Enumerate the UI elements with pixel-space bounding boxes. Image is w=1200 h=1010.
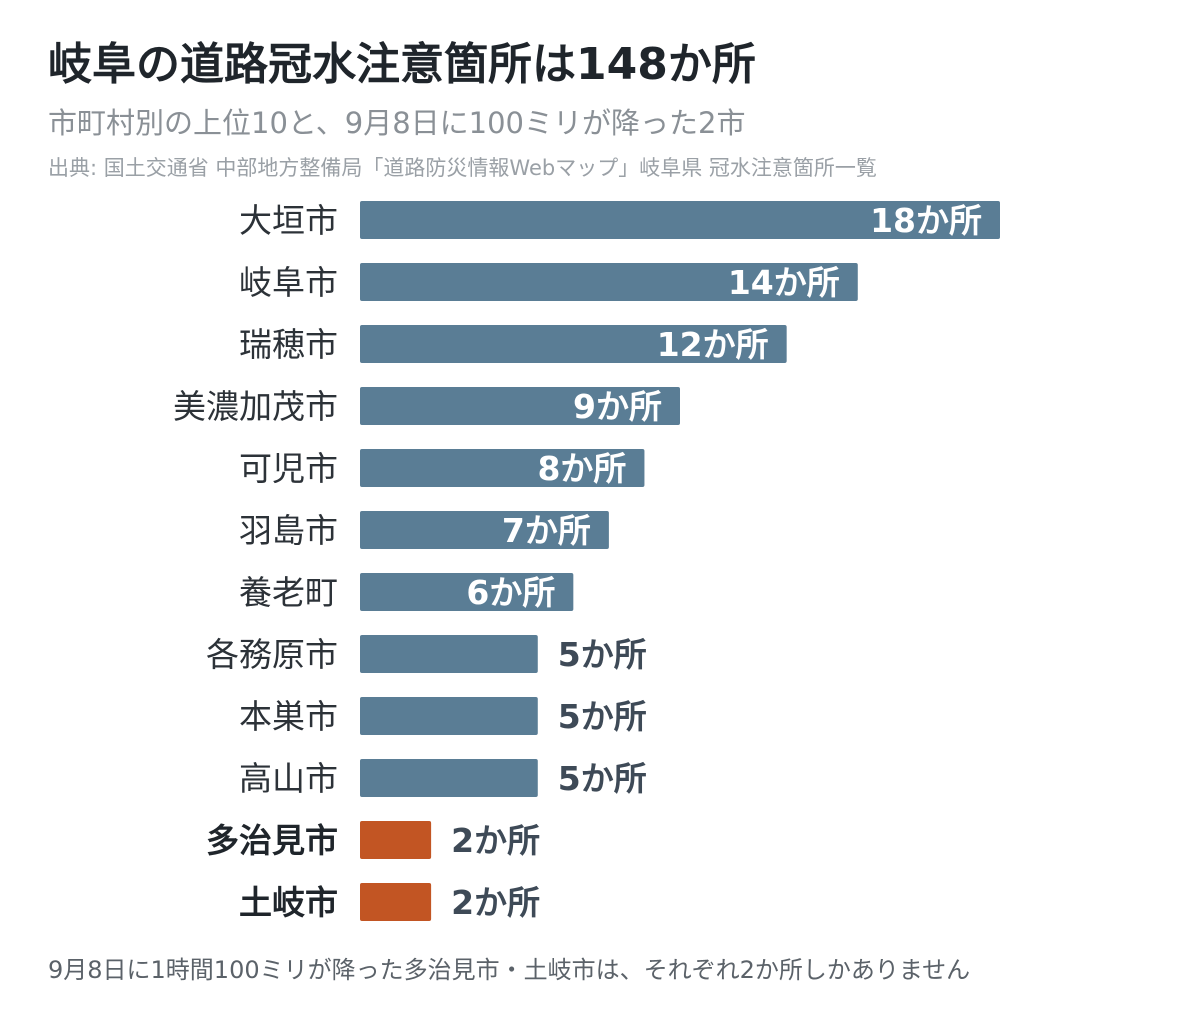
bar bbox=[360, 263, 858, 301]
bar-row: 岐阜市 14か所 bbox=[239, 263, 858, 302]
bar bbox=[360, 449, 645, 487]
category-label: 養老町 bbox=[239, 573, 338, 612]
bar bbox=[360, 325, 787, 363]
bar bbox=[360, 821, 432, 859]
chart-source: 出典: 国土交通省 中部地方整備局「道路防災情報Webマップ」岐阜県 冠水注意箇… bbox=[48, 156, 877, 180]
category-label: 美濃加茂市 bbox=[173, 387, 338, 426]
bar-row: 瑞穂市 12か所 bbox=[239, 325, 787, 364]
category-label: 多治見市 bbox=[206, 821, 338, 860]
category-label: 羽島市 bbox=[239, 511, 338, 550]
value-label: 12か所 bbox=[657, 325, 769, 364]
bar bbox=[360, 573, 574, 611]
bar-row: 本巣市 5か所 bbox=[239, 697, 647, 736]
category-label: 高山市 bbox=[239, 759, 338, 798]
category-label: 大垣市 bbox=[239, 201, 338, 240]
bar-row: 土岐市 2か所 bbox=[239, 883, 540, 922]
bar-row: 各務原市 5か所 bbox=[206, 635, 647, 674]
value-label: 5か所 bbox=[558, 759, 647, 798]
bar bbox=[360, 635, 538, 673]
chart-title: 岐阜の道路冠水注意箇所は148か所 bbox=[48, 39, 756, 90]
value-label: 2か所 bbox=[451, 883, 540, 922]
bar bbox=[360, 201, 1000, 239]
bar bbox=[360, 883, 432, 921]
bar bbox=[360, 759, 538, 797]
category-label: 各務原市 bbox=[206, 635, 338, 674]
bar bbox=[360, 387, 680, 425]
value-label: 5か所 bbox=[558, 697, 647, 736]
bar-row: 可児市 8か所 bbox=[239, 449, 645, 488]
value-label: 18か所 bbox=[870, 201, 982, 240]
bar-row: 美濃加茂市 9か所 bbox=[173, 387, 680, 426]
bar bbox=[360, 697, 538, 735]
category-label: 瑞穂市 bbox=[239, 325, 338, 364]
chart-subtitle: 市町村別の上位10と、9月8日に100ミリが降った2市 bbox=[48, 106, 746, 140]
value-label: 5か所 bbox=[558, 635, 647, 674]
category-label: 土岐市 bbox=[239, 883, 338, 922]
category-label: 本巣市 bbox=[239, 697, 338, 736]
category-label: 岐阜市 bbox=[239, 263, 338, 302]
value-label: 6か所 bbox=[466, 573, 555, 612]
bar-row: 羽島市 7か所 bbox=[239, 511, 609, 550]
chart-footnote: 9月8日に1時間100ミリが降った多治見市・土岐市は、それぞれ2か所しかありませ… bbox=[48, 956, 971, 984]
value-label: 14か所 bbox=[728, 263, 840, 302]
bar-row: 大垣市 18か所 bbox=[239, 201, 1000, 240]
category-label: 可児市 bbox=[239, 449, 338, 488]
bar-row: 多治見市 2か所 bbox=[206, 821, 540, 860]
value-label: 8か所 bbox=[537, 449, 626, 488]
value-label: 9か所 bbox=[573, 387, 662, 426]
value-label: 7か所 bbox=[502, 511, 591, 550]
bar-row: 養老町 6か所 bbox=[239, 573, 574, 612]
value-label: 2か所 bbox=[451, 821, 540, 860]
bar bbox=[360, 511, 609, 549]
bar-row: 高山市 5か所 bbox=[239, 759, 647, 798]
